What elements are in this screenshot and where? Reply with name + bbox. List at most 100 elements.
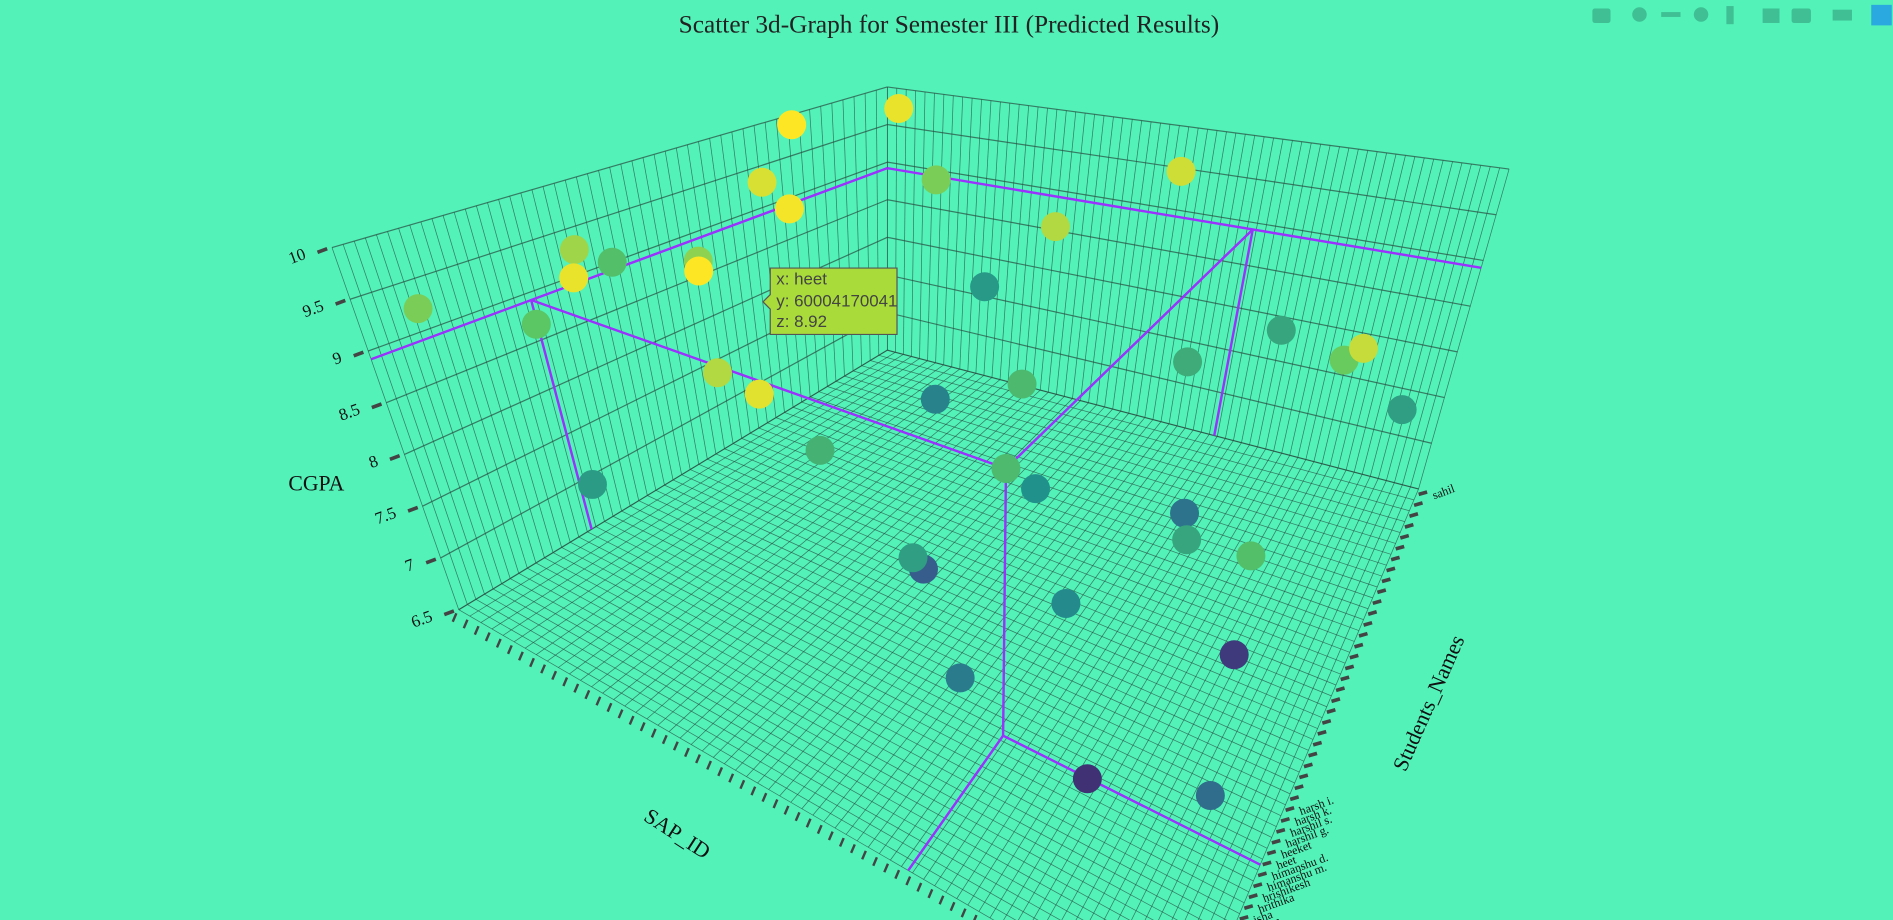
tick-mark bbox=[1381, 577, 1391, 584]
floor-grid-line bbox=[741, 438, 1341, 675]
wall-grid-line bbox=[376, 234, 494, 590]
tick-mark bbox=[1303, 762, 1313, 769]
tick-mark bbox=[1349, 653, 1359, 660]
tick-mark bbox=[927, 888, 934, 899]
point bbox=[777, 110, 807, 140]
floor-grid-line bbox=[707, 458, 1323, 718]
tick-mark bbox=[1266, 849, 1277, 856]
tick-mark bbox=[761, 792, 768, 803]
point bbox=[991, 453, 1021, 483]
tick-mark bbox=[661, 734, 668, 745]
wall-grid-line bbox=[1273, 146, 1340, 452]
wall-grid-line bbox=[967, 99, 982, 372]
wall-grid-line bbox=[1361, 160, 1444, 475]
wall-grid-line bbox=[609, 167, 674, 480]
tick-mark bbox=[650, 728, 657, 738]
tick-mark bbox=[584, 689, 591, 700]
wall-grid-line bbox=[911, 90, 916, 357]
wall-grid-line bbox=[919, 91, 926, 359]
wall-grid-line bbox=[983, 101, 1001, 376]
tick-mark bbox=[353, 350, 365, 358]
tick-mark bbox=[805, 818, 812, 828]
tick-mark bbox=[425, 557, 437, 565]
wall-grid-line bbox=[498, 199, 588, 532]
point bbox=[921, 165, 951, 195]
home-button[interactable] bbox=[1762, 8, 1780, 23]
tick-mark bbox=[1271, 838, 1281, 845]
wall-grid-line bbox=[453, 212, 554, 553]
point bbox=[805, 435, 835, 465]
wall-grid-line bbox=[542, 186, 622, 512]
point bbox=[744, 379, 774, 409]
wall-grid-line bbox=[1160, 129, 1208, 422]
wall-grid-line bbox=[420, 221, 528, 569]
grid-line bbox=[458, 349, 888, 611]
wall-grid-line bbox=[1015, 106, 1039, 384]
camera-button[interactable] bbox=[1592, 8, 1611, 23]
floor-grid-line bbox=[810, 396, 1378, 588]
grid-line bbox=[368, 161, 888, 352]
wall-grid-line bbox=[1023, 108, 1048, 386]
tick-mark bbox=[706, 760, 712, 770]
wall-grid-line bbox=[1345, 157, 1425, 471]
point bbox=[774, 194, 804, 224]
grid-line bbox=[887, 161, 1484, 262]
wall-grid-line bbox=[1321, 154, 1397, 464]
wall-grid-line bbox=[798, 112, 820, 392]
hover-button[interactable] bbox=[1832, 9, 1852, 21]
tick-mark bbox=[783, 805, 790, 815]
point bbox=[970, 272, 1000, 302]
point bbox=[945, 663, 975, 693]
floor-grid-line bbox=[595, 526, 1263, 860]
tick-mark bbox=[949, 901, 956, 912]
point bbox=[521, 309, 551, 339]
point bbox=[1266, 315, 1296, 345]
plotly-logo[interactable] bbox=[1871, 4, 1892, 26]
points bbox=[403, 94, 1417, 810]
wall-grid-line bbox=[1200, 135, 1256, 433]
wall-grid-line bbox=[1369, 161, 1453, 477]
wall-grid-line bbox=[1313, 152, 1387, 462]
tick-mark bbox=[595, 696, 602, 706]
wall-grid-line bbox=[1241, 141, 1303, 443]
tick-mark bbox=[1372, 599, 1382, 606]
wall-grid-line bbox=[1233, 140, 1293, 441]
wall-grid-line bbox=[959, 98, 973, 370]
wall-grid-line bbox=[975, 100, 992, 374]
orbit-button[interactable] bbox=[1693, 7, 1709, 22]
floor-grid-line bbox=[604, 521, 1268, 849]
spike-line bbox=[1002, 734, 1261, 866]
point bbox=[1021, 474, 1051, 504]
point bbox=[1236, 541, 1266, 571]
tick-mark bbox=[672, 741, 679, 751]
tick-mark bbox=[1386, 566, 1396, 573]
grid-line bbox=[386, 199, 888, 404]
wall-grid-line bbox=[1410, 167, 1501, 487]
wall-grid-line bbox=[1031, 109, 1058, 389]
wall-grid-line bbox=[698, 141, 742, 439]
wall-grid-line bbox=[509, 196, 597, 527]
turntable-button[interactable] bbox=[1726, 6, 1734, 25]
zoom-button[interactable] bbox=[1632, 7, 1647, 22]
camera-reset-button[interactable] bbox=[1791, 8, 1811, 23]
tick-mark bbox=[1399, 533, 1410, 540]
tick-mark bbox=[1326, 708, 1336, 714]
point bbox=[703, 358, 732, 388]
tick-mark bbox=[728, 773, 735, 783]
floor-grid-line bbox=[870, 360, 1410, 512]
wall-grid-line bbox=[1168, 130, 1218, 424]
tick-mark bbox=[573, 683, 580, 693]
tick-mark bbox=[529, 657, 535, 668]
pan-button[interactable] bbox=[1661, 12, 1681, 17]
tick-mark bbox=[606, 702, 613, 713]
floor-grid-line bbox=[535, 562, 1203, 920]
wall-grid-line bbox=[353, 240, 477, 600]
wall-grid-line bbox=[787, 115, 811, 397]
tick-mark bbox=[1253, 882, 1263, 889]
tick-mark bbox=[1243, 904, 1254, 910]
floor-grid-line bbox=[501, 583, 1107, 920]
floor-grid-line bbox=[792, 406, 1369, 610]
floor-grid-line bbox=[647, 495, 1291, 795]
wall-grid-line bbox=[1402, 166, 1491, 485]
